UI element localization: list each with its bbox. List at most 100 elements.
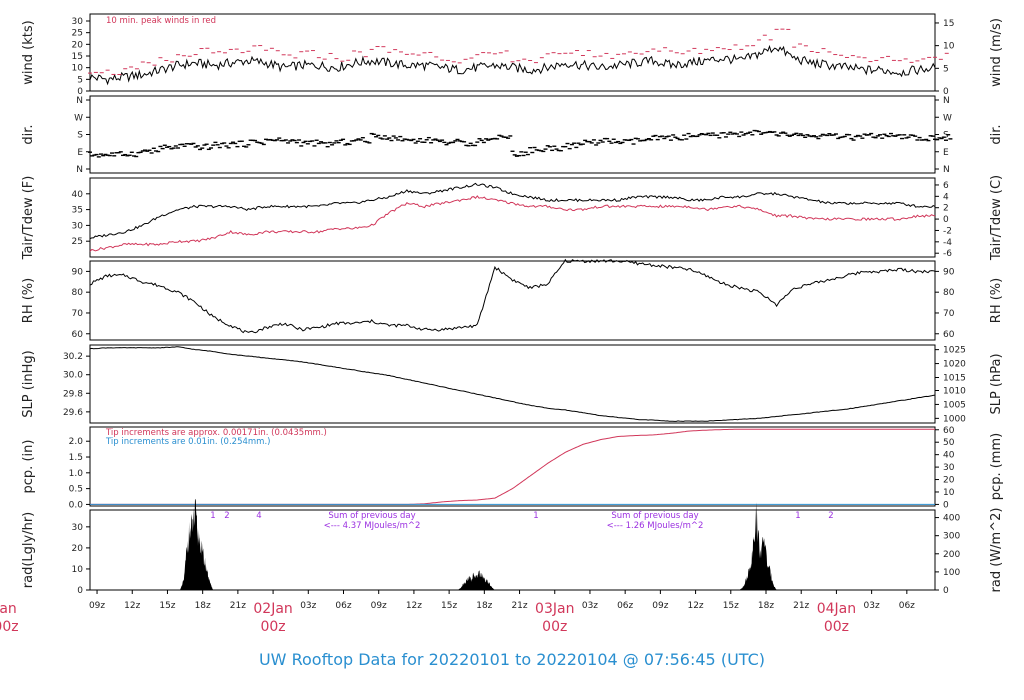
y-label-left: wind (kts) xyxy=(21,20,36,84)
rad-mark: 2 xyxy=(828,511,833,521)
x-tick-label: 15z xyxy=(723,601,739,611)
right-tick-label: 1000 xyxy=(943,414,966,424)
y-label-left: RH (%) xyxy=(21,278,36,323)
left-tick-label: 20 xyxy=(72,40,84,50)
x-tick-label: 09z xyxy=(371,601,387,611)
x-tick-label: 18z xyxy=(195,601,211,611)
y-label-left: pcp. (in) xyxy=(21,440,36,494)
right-tick-label: 10 xyxy=(943,488,955,498)
rad-mark: 1 xyxy=(795,511,800,521)
panel-frame xyxy=(89,13,936,92)
x-tick-label: 21z xyxy=(230,601,246,611)
right-tick-label: 20 xyxy=(943,476,955,486)
right-tick-label: 4 xyxy=(943,192,949,202)
left-tick-label: E xyxy=(77,148,83,158)
x-day-sub-label: 00z xyxy=(260,619,285,635)
rad-sum-title: Sum of previous day xyxy=(611,511,698,521)
left-tick-label: 2.0 xyxy=(69,437,84,447)
right-tick-label: 1010 xyxy=(943,387,966,397)
right-tick-label: 2 xyxy=(943,204,949,214)
right-tick-label: 0 xyxy=(943,87,949,97)
left-tick-label: 10 xyxy=(72,64,84,74)
chart-panels: wind (kts) wind (m/s)05101520253005101510… xyxy=(21,13,1004,596)
left-tick-label: 35 xyxy=(72,206,83,216)
left-tick-label: 30.0 xyxy=(63,371,83,381)
rad-sum-title: Sum of previous day xyxy=(328,511,415,521)
left-tick-label: 30 xyxy=(72,221,84,231)
rad-sum-value: <--- 1.26 MJoules/m^2 xyxy=(607,521,704,531)
panel-rh: RH (%) RH (%) 60 70 80 90 60 70 80 90 xyxy=(21,258,1004,341)
left-tick-label: 20 xyxy=(72,544,84,554)
x-day-sub-label: 00z xyxy=(824,619,849,635)
x-tick-label: 18z xyxy=(476,601,492,611)
x-tick-label: 18z xyxy=(758,601,774,611)
wind-series xyxy=(89,44,936,86)
right-tick-label: 0 xyxy=(943,500,949,510)
right-tick-label: W xyxy=(943,113,952,123)
right-tick-label: 400 xyxy=(943,514,960,524)
x-tick-label: 21z xyxy=(793,601,809,611)
x-day-label: 04Jan xyxy=(817,601,856,617)
y-label-left: dir. xyxy=(21,124,36,144)
rh-series xyxy=(89,258,936,334)
panel-frame xyxy=(89,426,936,507)
x-tick-label: 03z xyxy=(864,601,880,611)
x-axis: 09z 12z 15z 18z 21z 02Jan 03z 06z 09z 12z 15z 18z 21… xyxy=(0,590,915,635)
panel-slp: SLP (inHg) SLP (hPa) 29.6 29.8 30.0 30.2 1000 1… xyxy=(21,344,1004,424)
series-black xyxy=(89,182,936,240)
left-tick-label: 0.5 xyxy=(69,485,83,495)
right-tick-label: 1015 xyxy=(943,374,966,384)
left-tick-label: 80 xyxy=(72,288,84,298)
right-tick-label: -6 xyxy=(943,249,952,259)
pcp-note-red: Tip increments are approx. 0.00171in. (0… xyxy=(105,428,327,438)
x-day-label: Jan xyxy=(0,601,17,617)
rad-day-area xyxy=(457,570,495,590)
right-tick-label: 6 xyxy=(943,181,949,191)
right-tick-label: 15 xyxy=(943,19,954,29)
left-tick-label: 0.0 xyxy=(69,500,84,510)
right-tick-label: 60 xyxy=(943,330,955,340)
left-tick-label: 5 xyxy=(77,75,83,85)
left-tick-label: S xyxy=(77,131,83,141)
pcp-note-blue: Tip increments are 0.01in. (0.254mm.) xyxy=(105,437,270,447)
right-tick-label: 80 xyxy=(943,288,955,298)
rad-sum-value: <--- 4.37 MJoules/m^2 xyxy=(324,521,421,531)
right-tick-label: 1005 xyxy=(943,400,966,410)
x-tick-label: 06z xyxy=(899,601,915,611)
rad-mark: 4 xyxy=(256,511,261,521)
right-tick-label: 200 xyxy=(943,550,960,560)
right-tick-label: N xyxy=(943,165,950,175)
x-tick-label: 15z xyxy=(159,601,175,611)
chart-title: UW Rooftop Data for 20220101 to 20220104… xyxy=(259,650,765,669)
right-tick-label: 90 xyxy=(943,267,955,277)
left-tick-label: 30.2 xyxy=(63,352,83,362)
x-tick-label: 12z xyxy=(687,601,703,611)
rad-mark: 1 xyxy=(533,511,538,521)
x-tick-label: 12z xyxy=(124,601,140,611)
x-tick-label: 09z xyxy=(89,601,105,611)
left-tick-label: 0 xyxy=(77,586,83,596)
left-tick-label: 30 xyxy=(72,523,84,533)
left-tick-label: 29.8 xyxy=(63,389,83,399)
x-tick-label: 03z xyxy=(300,601,316,611)
y-label-right: RH (%) xyxy=(989,278,1004,323)
right-tick-label: 50 xyxy=(943,438,955,448)
right-tick-label: 0 xyxy=(943,586,949,596)
panel-frame xyxy=(89,260,936,341)
y-label-right: rad (W/m^2) xyxy=(989,508,1004,593)
x-tick-label: 03z xyxy=(582,601,598,611)
left-tick-label: 25 xyxy=(72,29,83,39)
panel-rad: rad(Lgly/hr) rad (W/m^2)01020300100200300… xyxy=(21,498,1004,596)
right-tick-label: N xyxy=(943,96,950,106)
wind-note: 10 min. peak winds in red xyxy=(106,16,216,26)
left-tick-label: 40 xyxy=(72,190,84,200)
y-label-left: Tair/Tdew (F) xyxy=(21,176,36,261)
right-tick-label: 1025 xyxy=(943,346,966,356)
right-tick-label: 10 xyxy=(943,42,955,52)
left-tick-label: W xyxy=(74,113,83,123)
left-tick-label: 70 xyxy=(72,309,84,319)
slp-series xyxy=(89,346,936,422)
left-tick-label: 30 xyxy=(72,17,84,27)
x-day-label: 03Jan xyxy=(535,601,574,617)
